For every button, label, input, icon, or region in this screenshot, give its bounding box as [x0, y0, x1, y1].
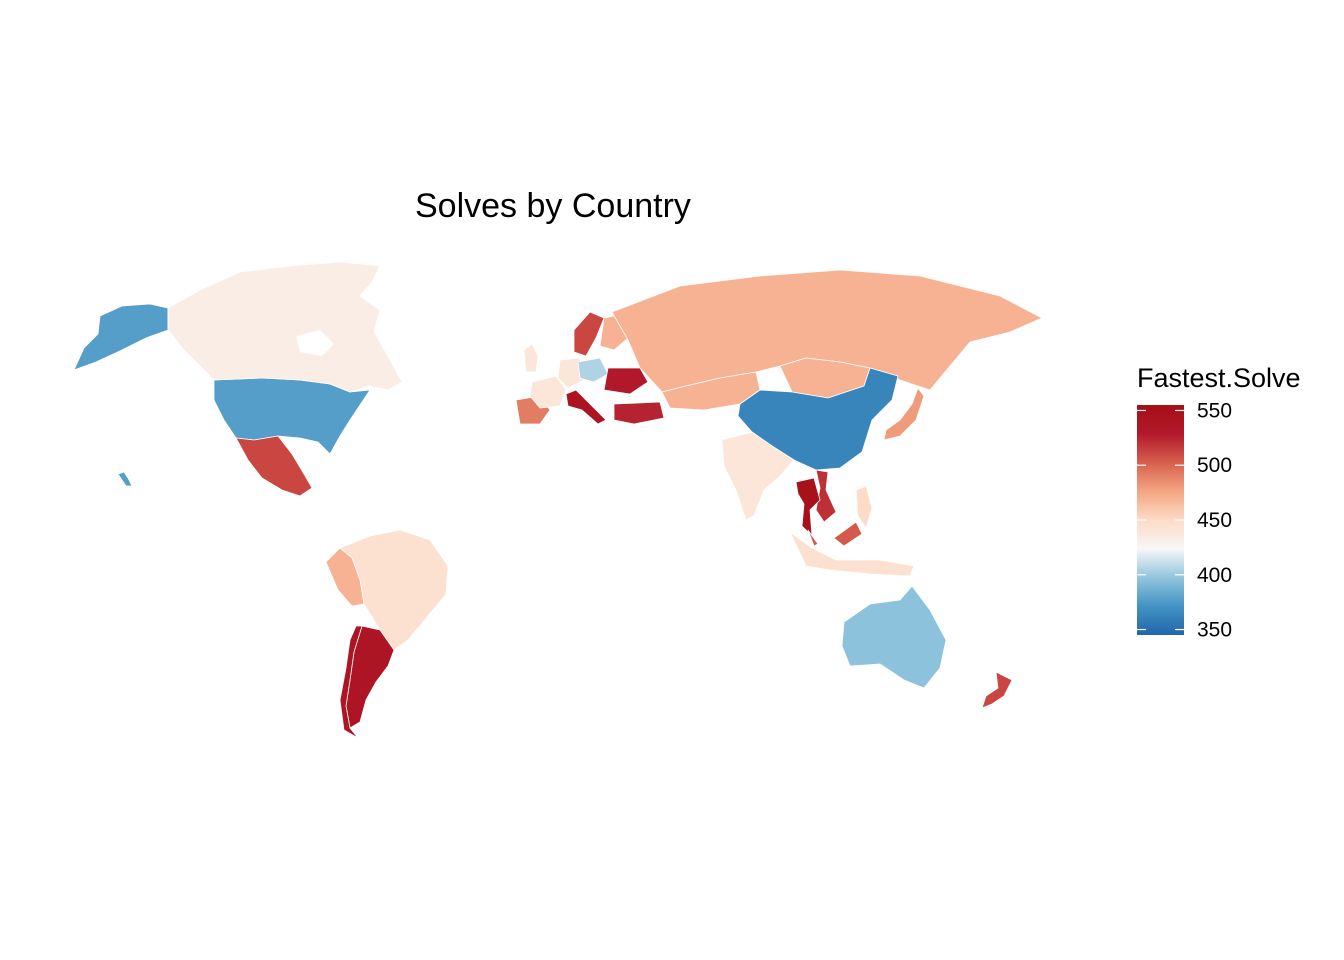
country-united-kingdom: [523, 343, 539, 373]
country-ukraine: [603, 367, 649, 395]
country-mexico: [235, 435, 313, 497]
map-area: [73, 261, 1043, 739]
country-japan: [883, 387, 925, 441]
country-hawaii-united-states: [117, 471, 133, 487]
country-canada: [167, 261, 403, 393]
country-vietnam: [815, 469, 837, 523]
hudson-bay-water: [296, 330, 334, 356]
legend-tick-label-450: 450: [1197, 509, 1232, 532]
country-alaska-united-states: [73, 303, 169, 371]
country-italy: [565, 389, 607, 425]
country-france: [529, 375, 567, 409]
country-poland: [577, 357, 609, 383]
legend-ticks: 350 400 450 500 550: [1137, 399, 1232, 642]
legend: Fastest.Solve 350 400 450 500 550: [1137, 363, 1301, 642]
legend-tick-label-500: 500: [1197, 454, 1232, 477]
country-new-zealand: [981, 671, 1013, 709]
chart-title: Solves by Country: [415, 187, 691, 225]
legend-tick-label-550: 550: [1197, 399, 1232, 422]
country-malaysia: [807, 521, 863, 547]
legend-title: Fastest.Solve: [1137, 363, 1301, 393]
legend-tick-label-400: 400: [1197, 564, 1232, 587]
country-peru: [325, 547, 365, 607]
country-sweden: [573, 311, 605, 357]
country-philippines: [855, 485, 873, 529]
country-indonesia: [789, 531, 915, 577]
country-australia: [841, 585, 947, 689]
country-turkey: [613, 401, 665, 425]
country-chile: [339, 625, 363, 739]
legend-tick-label-350: 350: [1197, 619, 1232, 642]
country-germany: [557, 357, 585, 389]
country-india: [721, 431, 795, 521]
